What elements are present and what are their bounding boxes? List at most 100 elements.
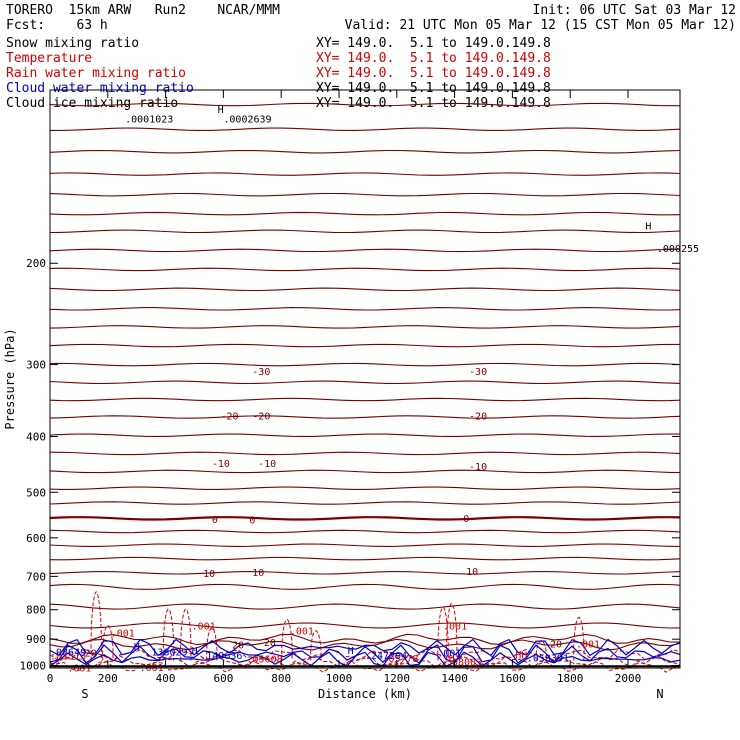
x-tick-label: 1400 [441, 672, 468, 685]
y-tick-label: 700 [26, 570, 46, 583]
high-marker: H [134, 642, 140, 653]
x-tick-label: 0 [47, 672, 54, 685]
isotherm-line [49, 516, 681, 521]
high-marker: H [449, 653, 455, 664]
rain-contour [437, 606, 449, 661]
isotherm-line [49, 433, 681, 437]
rain-label: .001 [192, 621, 216, 632]
isotherm-line [49, 149, 681, 154]
xsec-cloud-water: XY= 149.0. 5.1 to 149.0.149.8 [316, 81, 551, 96]
isotherm-line [49, 469, 681, 474]
isotherm-line [49, 248, 681, 253]
x-tick-label: 400 [156, 672, 176, 685]
y-tick-label: 900 [26, 633, 46, 646]
cloud-water-contour [49, 651, 681, 667]
high-marker: HH [515, 650, 527, 661]
y-tick-label: 1000 [20, 660, 47, 673]
isotherm-line [49, 229, 681, 234]
rain-contour [180, 608, 192, 661]
xsec-cloud-ice: XY= 149.0. 5.1 to 149.0.149.8 [316, 96, 551, 111]
rain-contour [206, 627, 218, 661]
xsec-rain: XY= 149.0. 5.1 to 149.0.149.8 [316, 66, 551, 81]
x-tick-label: 600 [213, 672, 233, 685]
temperature-label: 10 [466, 567, 478, 578]
rain-label: .001 [576, 640, 600, 651]
ice-label: .0002639 [223, 114, 271, 125]
x-tick-label: 200 [98, 672, 118, 685]
x-tick-label: 1600 [499, 672, 526, 685]
x-axis-title: Distance (km) [318, 687, 412, 701]
y-tick-label: 800 [26, 604, 46, 617]
rain-label: .05608 [247, 654, 283, 665]
temperature-label: 20 [550, 639, 562, 650]
rain-label: .001 [443, 621, 467, 632]
x-tick-label: 1800 [557, 672, 584, 685]
ice-label: .000255 [657, 244, 699, 255]
rain-contour [281, 619, 293, 661]
rain-label: .05778 [382, 654, 418, 665]
field-cloud-water: Cloud water mixing ratio [6, 81, 194, 96]
cloud-water-label: .247294 [365, 651, 407, 662]
rain-label: .001 [290, 627, 314, 638]
temperature-label: 0 [249, 516, 255, 527]
y-tick-label: 500 [26, 486, 46, 499]
temperature-label: -10 [469, 462, 487, 473]
temperature-label: -10 [212, 459, 230, 470]
plot-frame [49, 89, 681, 669]
contour-labels: -30 -30 -20 -20 -20 -10 -10 -10 0 0 0 10 10 10 20 20 20 2… [50, 105, 699, 674]
init-time: Init: 06 UTC Sat 03 Mar 12 [532, 3, 737, 18]
y-tick-label: 600 [26, 532, 46, 545]
isotherm-line [50, 127, 681, 131]
forecast-hour: Fcst: 63 h [6, 18, 108, 33]
isotherm-line [49, 397, 681, 402]
xsec-temperature: XY= 149.0. 5.1 to 149.0.149.8 [316, 51, 551, 66]
isotherm-line [49, 633, 681, 646]
x-tick-label: 1000 [326, 672, 353, 685]
rain-contour [573, 616, 585, 661]
high-marker: H [218, 105, 224, 116]
field-snow: Snow mixing ratio [6, 36, 140, 51]
temperature-label: -20 [469, 412, 487, 423]
rain-label: .001 [67, 663, 91, 674]
high-marker: H [645, 222, 651, 233]
rain-label: .01513 [50, 651, 86, 662]
south-label: S [81, 687, 88, 701]
rain-label: .08003 [446, 657, 482, 668]
isotherm-line [49, 603, 681, 610]
cloud-water-label: .058391 [527, 653, 569, 664]
cloud-water-contour [49, 644, 681, 664]
temperature-label: -30 [469, 367, 487, 378]
rain-contour [90, 591, 102, 661]
y-tick-label: 300 [26, 359, 46, 372]
isotherm-line [49, 287, 681, 292]
temperature-label: -20 [221, 412, 239, 423]
temperature-label: -20 [252, 412, 270, 423]
isotherm-line [49, 415, 681, 419]
rain-label: .001 [111, 628, 135, 639]
high-marker: H [348, 646, 354, 657]
north-label: N [656, 687, 663, 701]
high-marker: H [192, 646, 198, 657]
isotherm-line [49, 571, 681, 575]
field-cloud-ice: Cloud ice mixing ratio [6, 96, 179, 111]
temperature-label: 10 [203, 569, 215, 580]
xsec-snow: XY= 149.0. 5.1 to 149.0.149.8 [316, 36, 551, 51]
isotherm-line [49, 267, 681, 272]
cloud-water-contour [49, 638, 681, 657]
isotherm-line [49, 622, 681, 629]
rain-contour [446, 602, 458, 661]
temperature-contours [49, 102, 681, 651]
isotherm-line [49, 325, 681, 329]
y-tick-label: 400 [26, 430, 46, 443]
isotherm-line [49, 211, 681, 216]
isotherm-line [49, 362, 681, 367]
isotherm-line [49, 501, 681, 505]
cloud-water-label: .08649 [50, 647, 86, 658]
isotherm-line [49, 380, 681, 385]
temperature-label: -30 [252, 367, 270, 378]
isotherm-line [49, 192, 681, 197]
isotherm-line [49, 451, 681, 456]
temperature-label: -10 [258, 459, 276, 470]
